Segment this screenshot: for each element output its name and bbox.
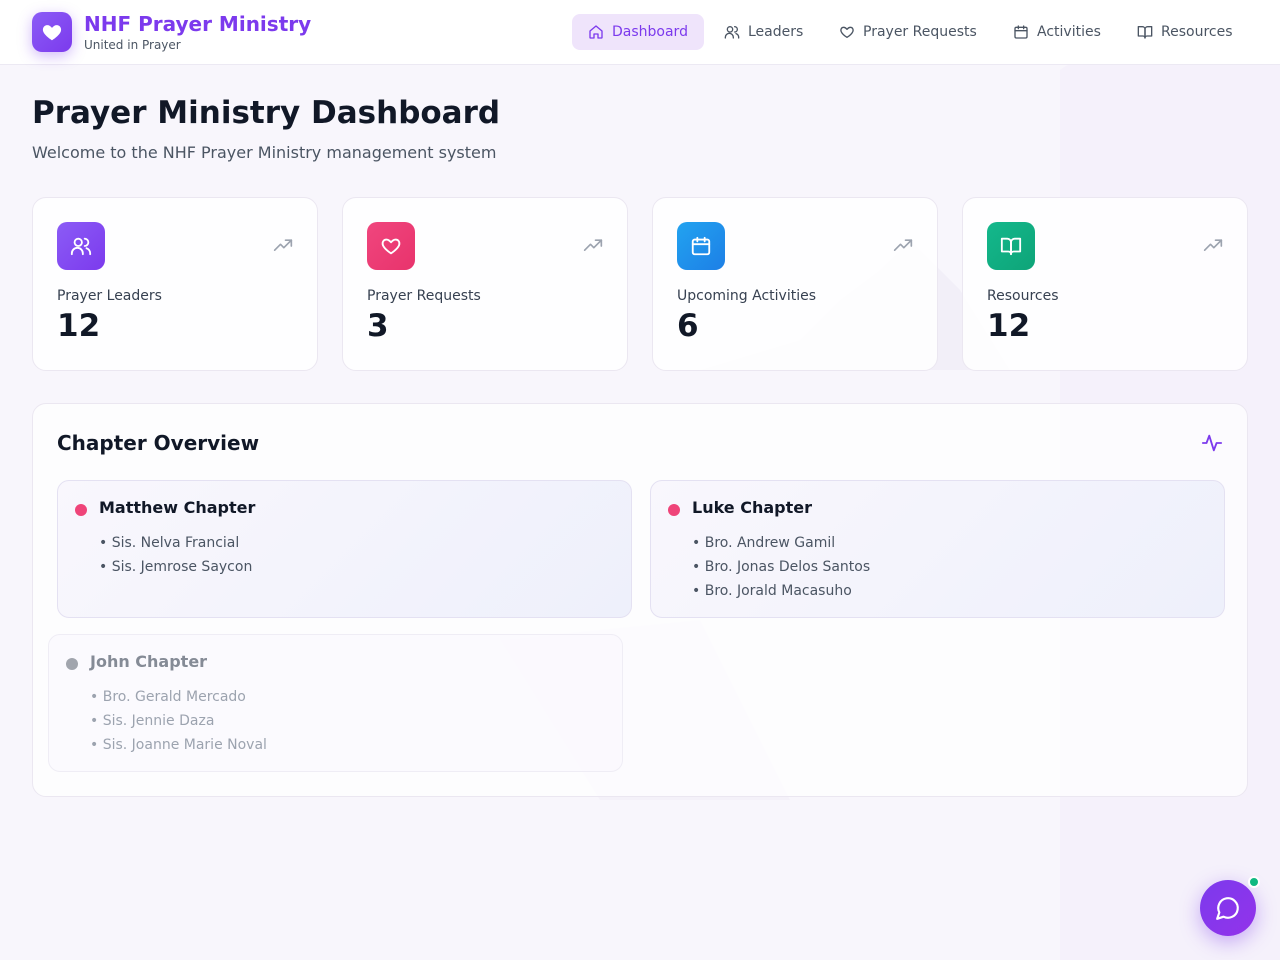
stat-value: 6 bbox=[677, 308, 699, 344]
chapter-name: Luke Chapter bbox=[692, 498, 812, 517]
chapter-card-matthew[interactable]: Matthew Chapter • Sis. Nelva Francial • … bbox=[57, 480, 632, 618]
page-title: Prayer Ministry Dashboard bbox=[32, 95, 501, 131]
section-title: Chapter Overview bbox=[57, 431, 260, 455]
stat-value: 12 bbox=[987, 308, 1031, 344]
nav-label: Dashboard bbox=[612, 24, 688, 40]
chapter-card-luke[interactable]: Luke Chapter • Bro. Andrew Gamil • Bro. … bbox=[650, 480, 1225, 618]
page-subtitle: Welcome to the NHF Prayer Ministry manag… bbox=[32, 143, 497, 162]
nav-leaders[interactable]: Leaders bbox=[708, 14, 819, 50]
stat-icon-box bbox=[987, 222, 1035, 270]
chat-button[interactable] bbox=[1200, 880, 1256, 936]
calendar-icon bbox=[691, 236, 711, 256]
app-logo[interactable] bbox=[32, 12, 72, 52]
nav-resources[interactable]: Resources bbox=[1121, 14, 1249, 50]
chapter-member: • Bro. Andrew Gamil bbox=[692, 535, 836, 551]
chapter-member: • Sis. Jennie Daza bbox=[90, 713, 215, 729]
chapter-member: • Sis. Joanne Marie Noval bbox=[90, 737, 267, 753]
nav-label: Resources bbox=[1161, 24, 1233, 40]
stat-label: Upcoming Activities bbox=[677, 288, 817, 304]
status-dot bbox=[75, 504, 87, 516]
nav-label: Prayer Requests bbox=[863, 24, 977, 40]
heart-icon bbox=[840, 26, 854, 38]
stat-label: Prayer Requests bbox=[367, 288, 481, 304]
nav-prayer-requests[interactable]: Prayer Requests bbox=[823, 14, 993, 50]
stat-icon-box bbox=[367, 222, 415, 270]
stat-card-resources[interactable]: Resources 12 bbox=[962, 197, 1248, 371]
heart-icon bbox=[42, 25, 62, 41]
stat-card-prayer-leaders[interactable]: Prayer Leaders 12 bbox=[32, 197, 318, 371]
trending-up-icon bbox=[1203, 239, 1223, 251]
calendar-icon bbox=[1014, 25, 1028, 39]
chapter-name: John Chapter bbox=[90, 652, 208, 671]
users-icon bbox=[70, 237, 92, 256]
nav-dashboard[interactable]: Dashboard bbox=[572, 14, 704, 50]
stat-icon-box bbox=[677, 222, 725, 270]
stat-label: Resources bbox=[987, 288, 1059, 304]
trending-up-icon bbox=[893, 239, 913, 251]
status-dot bbox=[668, 504, 680, 516]
main-nav: Dashboard Leaders Prayer Requests Activi… bbox=[0, 14, 1280, 50]
chapter-card-john[interactable]: John Chapter • Bro. Gerald Mercado • Sis… bbox=[48, 634, 623, 772]
chapter-name: Matthew Chapter bbox=[99, 498, 256, 517]
stat-card-prayer-requests[interactable]: Prayer Requests 3 bbox=[342, 197, 628, 371]
book-open-icon bbox=[1000, 237, 1022, 256]
book-open-icon bbox=[1137, 26, 1153, 39]
app-subtitle: United in Prayer bbox=[84, 38, 181, 52]
chapter-member: • Bro. Jorald Macasuho bbox=[692, 583, 852, 599]
top-navigation-bar: NHF Prayer Ministry United in Prayer Das… bbox=[0, 0, 1280, 65]
activity-pulse-icon bbox=[1201, 434, 1223, 452]
users-icon bbox=[724, 26, 740, 39]
nav-label: Activities bbox=[1037, 24, 1101, 40]
status-dot bbox=[66, 658, 78, 670]
chapter-member: • Sis. Jemrose Saycon bbox=[99, 559, 253, 575]
app-title[interactable]: NHF Prayer Ministry bbox=[84, 12, 312, 36]
stat-icon-box bbox=[57, 222, 105, 270]
chapter-member: • Sis. Nelva Francial bbox=[99, 535, 240, 551]
nav-activities[interactable]: Activities bbox=[997, 14, 1117, 50]
chapter-member: • Bro. Jonas Delos Santos bbox=[692, 559, 871, 575]
trending-up-icon bbox=[583, 239, 603, 251]
stat-value: 12 bbox=[57, 308, 101, 344]
online-status-dot bbox=[1248, 876, 1260, 888]
stat-label: Prayer Leaders bbox=[57, 288, 162, 304]
chat-bubble-icon bbox=[1216, 897, 1239, 920]
chapter-overview-panel: Chapter Overview Matthew Chapter • Sis. … bbox=[32, 403, 1248, 797]
stat-value: 3 bbox=[367, 308, 389, 344]
heart-icon bbox=[381, 238, 401, 255]
stat-card-upcoming-activities[interactable]: Upcoming Activities 6 bbox=[652, 197, 938, 371]
home-icon bbox=[589, 25, 603, 39]
chapter-member: • Bro. Gerald Mercado bbox=[90, 689, 246, 705]
nav-label: Leaders bbox=[748, 24, 804, 40]
trending-up-icon bbox=[273, 239, 293, 251]
